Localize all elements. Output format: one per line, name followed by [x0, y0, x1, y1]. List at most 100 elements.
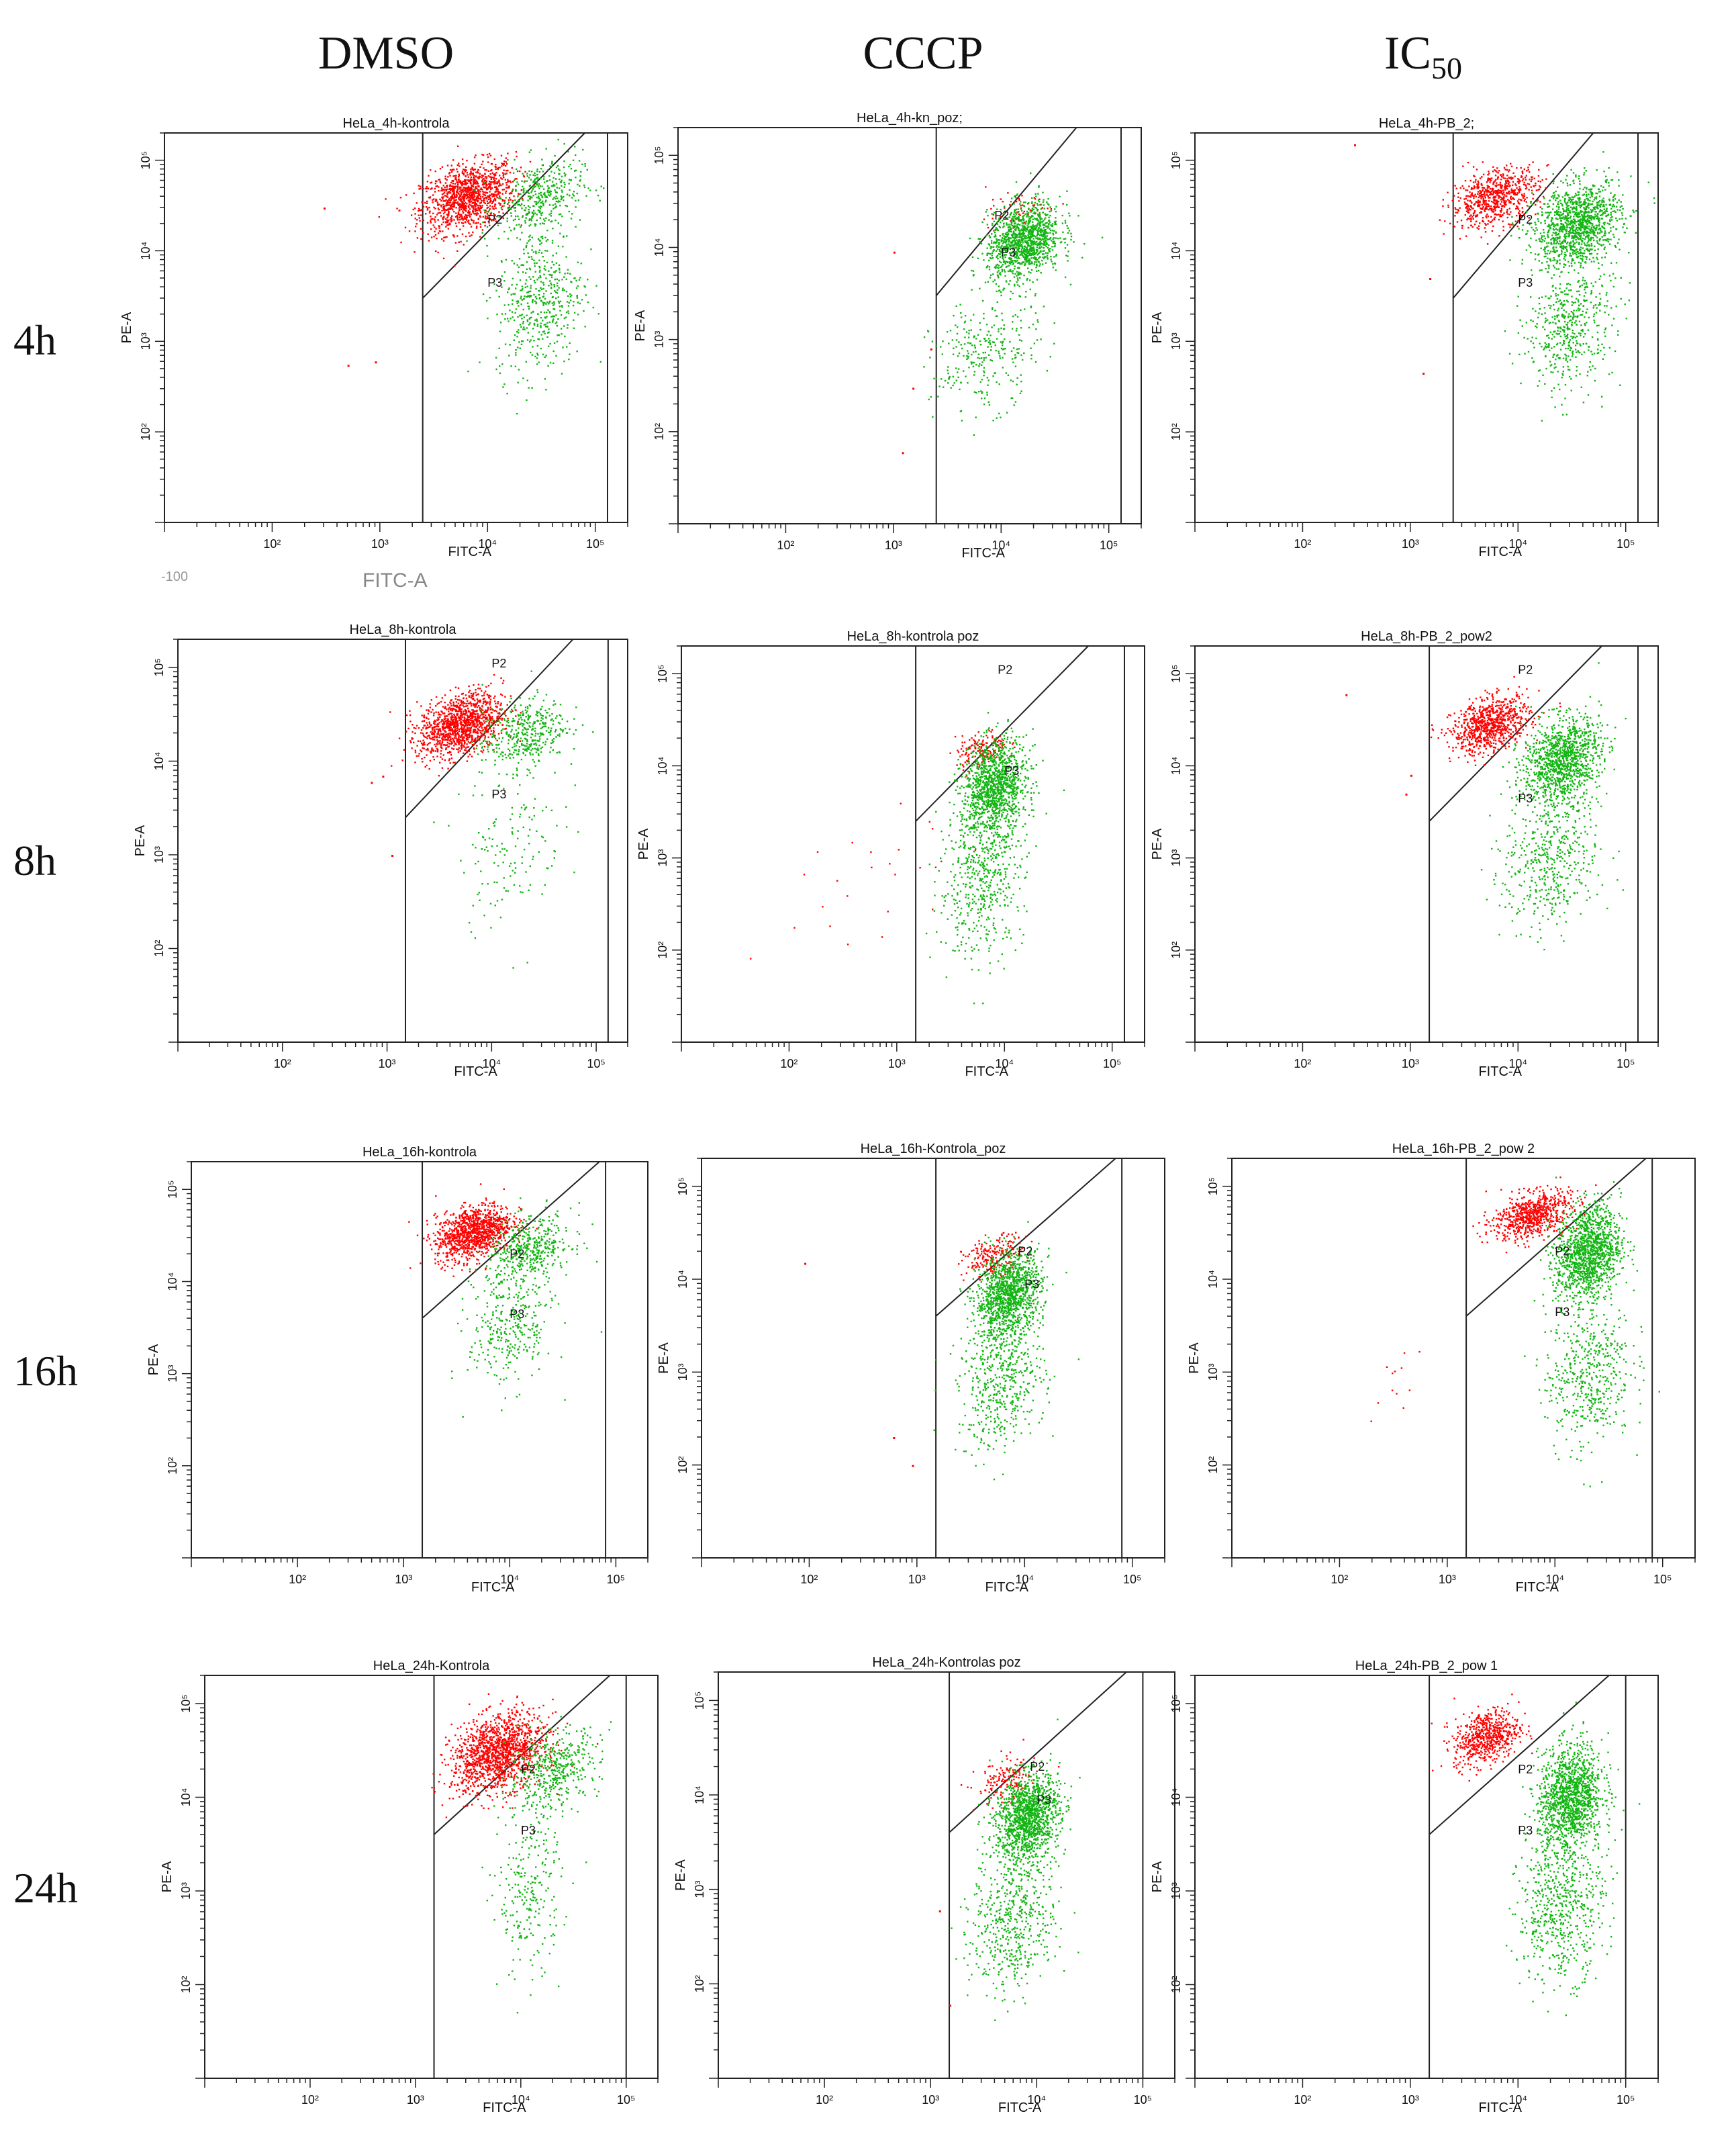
x-tick-label: 10⁵ [1617, 2093, 1635, 2106]
y-tick-label: 10² [179, 1976, 193, 1993]
x-tick-label: 10² [274, 1057, 291, 1070]
x-tick-label: 10³ [1402, 537, 1419, 551]
dot-cloud [939, 1719, 1081, 2021]
y-axis-label: PE-A [1150, 1861, 1165, 1892]
y-tick-label: 10³ [656, 849, 669, 867]
dot-cloud [408, 1183, 602, 1418]
gate-diagonal-line [423, 133, 585, 298]
x-tick-label: 10⁵ [586, 537, 604, 551]
y-tick-label: 10³ [1169, 1882, 1183, 1900]
gate-label-p2: P2 [491, 657, 506, 670]
series-P2 [1354, 144, 1549, 375]
dot-cloud [1354, 144, 1655, 422]
x-tick-label: 10² [1294, 537, 1311, 551]
axis-ticks [692, 1158, 1165, 1567]
flow-cytometry-plots: HeLa_4h-kontrolaP2P310²10²10³10³10⁴10⁴10… [0, 0, 1736, 2132]
series-P3 [1481, 662, 1627, 950]
series-P2 [431, 1694, 598, 1818]
plot-title: HeLa_24h-Kontrola [373, 1659, 490, 1673]
gate-label-p3: P3 [1001, 246, 1016, 259]
x-axis-label: FITC-A [454, 1064, 497, 1079]
gate-label-p2: P2 [1518, 663, 1533, 676]
x-axis-label: FITC-A [985, 1580, 1028, 1595]
y-tick-label: 10³ [139, 332, 152, 350]
y-tick-label: 10⁴ [693, 1786, 706, 1804]
plot-panel-4: HeLa_8h-kontrolaP2P310²10²10³10³10⁴10⁴10… [133, 622, 628, 1079]
plot-frame [1195, 1675, 1658, 2078]
y-axis-label: PE-A [160, 1861, 175, 1892]
plot-frame [681, 646, 1145, 1042]
x-tick-label: 10² [777, 539, 794, 552]
y-axis-label: PE-A [1187, 1342, 1202, 1374]
y-tick-label: 10² [656, 941, 669, 959]
x-axis-label: FITC-A [1478, 545, 1522, 559]
x-tick-label: 10³ [1402, 1057, 1419, 1070]
plot-panel-10: HeLa_24h-KontrolaP2P310²10²10³10³10⁴10⁴1… [160, 1659, 658, 2115]
plot-panel-9: HeLa_16h-PB_2_pow 2P2P310²10²10³10³10⁴10… [1187, 1142, 1695, 1595]
x-axis-label: FITC-A [483, 2100, 526, 2115]
y-tick-label: 10³ [179, 1882, 193, 1900]
plot-frame [718, 1672, 1175, 2078]
dot-cloud [1431, 1694, 1641, 2016]
plot-panel-8: HeLa_16h-Kontrola_pozP2P310²10²10³10³10⁴… [657, 1142, 1165, 1595]
gate-label-p3: P3 [1004, 764, 1019, 778]
y-tick-label: 10² [1169, 1976, 1183, 1993]
y-tick-label: 10⁵ [139, 151, 152, 169]
plot-title: HeLa_4h-kn_poz; [857, 111, 963, 126]
x-tick-label: 10² [800, 1573, 818, 1586]
series-P3 [934, 1221, 1080, 1480]
y-tick-label: 10⁴ [656, 757, 669, 776]
gate-label-p3: P3 [1036, 1794, 1051, 1807]
y-tick-label: 10⁴ [166, 1272, 179, 1291]
y-tick-label: 10⁴ [1169, 1788, 1183, 1807]
x-tick-label: 10⁵ [1103, 1057, 1121, 1070]
axis-ticks [1186, 133, 1658, 532]
plot-title: HeLa_16h-kontrola [363, 1145, 477, 1160]
plot-frame [1195, 133, 1658, 522]
series-P2 [324, 146, 544, 367]
series-P2 [804, 1232, 1032, 1467]
y-axis-label: PE-A [1150, 828, 1165, 860]
axis-ticks [709, 1672, 1175, 2088]
x-tick-label: 10⁵ [1617, 537, 1635, 551]
gate-label-p3: P3 [521, 1824, 536, 1837]
y-tick-label: 10³ [152, 846, 166, 864]
dot-cloud [431, 1694, 612, 2014]
gate-label-p2: P2 [1555, 1245, 1570, 1258]
y-tick-label: 10² [1169, 941, 1183, 959]
y-tick-label: 10⁵ [1169, 665, 1183, 683]
x-tick-label: 10³ [371, 537, 389, 551]
plot-panel-3: HeLa_4h-PB_2;P2P310²10²10³10³10⁴10⁴10⁵10… [1150, 116, 1658, 559]
plot-frame [1195, 646, 1658, 1042]
x-tick-label: 10⁵ [1134, 2093, 1152, 2106]
y-tick-label: 10⁵ [676, 1177, 689, 1195]
y-tick-label: 10⁵ [179, 1694, 193, 1712]
gate-label-p2: P2 [1518, 1763, 1533, 1776]
x-tick-label: 10² [289, 1573, 306, 1586]
y-tick-label: 10³ [676, 1363, 689, 1381]
gate-label-p3: P3 [1518, 276, 1533, 289]
x-axis-label: FITC-A [998, 2100, 1042, 2115]
x-axis-label: FITC-A [1515, 1580, 1559, 1595]
plot-title: HeLa_8h-PB_2_pow2 [1361, 629, 1492, 644]
series-P3 [1524, 1176, 1660, 1487]
gate-label-p3: P3 [1555, 1305, 1570, 1319]
plot-frame [164, 133, 628, 522]
y-tick-label: 10⁴ [676, 1270, 689, 1289]
x-tick-label: 10⁵ [587, 1057, 605, 1070]
gate-label-p3: P3 [1518, 792, 1533, 805]
x-tick-label: 10⁵ [1100, 539, 1118, 552]
y-tick-label: 10² [139, 423, 152, 441]
y-tick-label: 10⁴ [1169, 757, 1183, 776]
y-axis-label: PE-A [146, 1344, 161, 1375]
axis-ticks [1186, 646, 1658, 1052]
series-P3 [466, 139, 604, 415]
x-axis-label: FITC-A [961, 546, 1005, 561]
dot-cloud [324, 139, 604, 415]
x-tick-label: 10⁵ [1123, 1573, 1141, 1586]
dot-cloud [371, 671, 593, 969]
plot-frame [1232, 1158, 1695, 1558]
gate-label-p2: P2 [994, 209, 1009, 222]
y-tick-label: 10⁴ [653, 238, 666, 257]
y-tick-label: 10⁴ [139, 242, 152, 261]
